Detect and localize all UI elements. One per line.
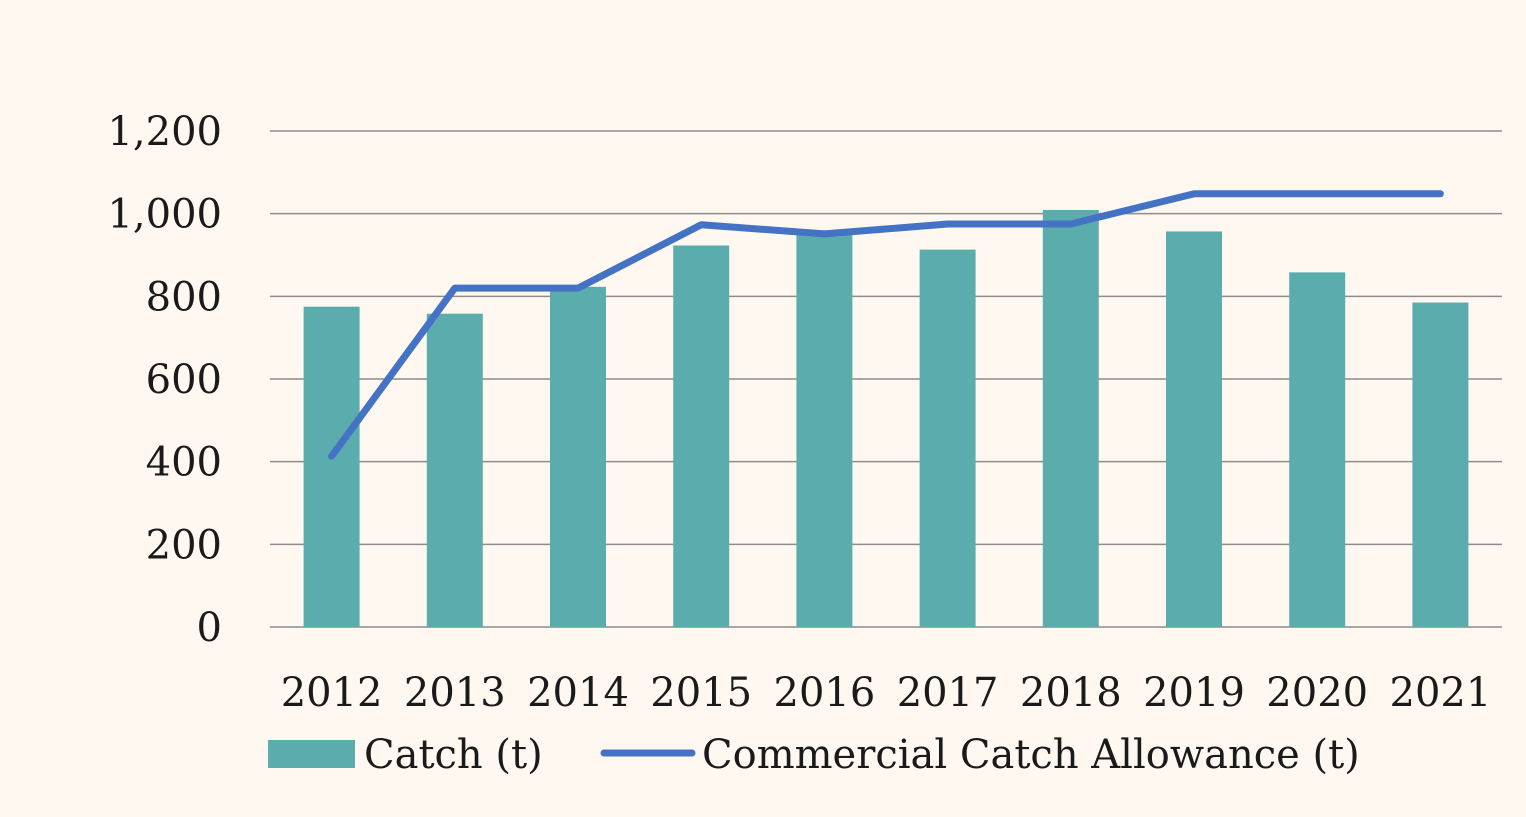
legend-label-allowance: Commercial Catch Allowance (t) <box>702 732 1360 778</box>
x-tick-label: 2014 <box>527 670 629 716</box>
x-tick-label: 2021 <box>1390 670 1492 716</box>
line-allowance <box>332 194 1441 457</box>
bar-catch <box>920 250 976 627</box>
legend-label-catch: Catch (t) <box>364 732 543 778</box>
x-tick-label: 2013 <box>404 670 506 716</box>
bar-catch <box>304 307 360 627</box>
bar-catch <box>1043 210 1099 627</box>
y-axis-ticks: 0 200 400 600 800 1,000 1,200 <box>107 109 222 651</box>
line-series-allowance <box>332 194 1441 457</box>
y-tick-label: 0 <box>197 605 222 651</box>
legend: Catch (t) Commercial Catch Allowance (t) <box>268 732 1360 778</box>
x-tick-label: 2017 <box>897 670 999 716</box>
y-tick-label: 1,000 <box>107 192 222 238</box>
legend-swatch-catch <box>268 740 355 768</box>
x-tick-label: 2020 <box>1266 670 1368 716</box>
bar-catch <box>427 314 483 627</box>
bar-catch <box>796 234 852 627</box>
x-axis-ticks: 2012 2013 2014 2015 2016 2017 2018 2019 2020 2021 <box>281 670 1492 716</box>
bar-catch <box>1289 272 1345 627</box>
x-tick-label: 2019 <box>1143 670 1245 716</box>
bar-catch <box>550 287 606 627</box>
y-tick-label: 800 <box>146 274 222 320</box>
bar-catch <box>1412 303 1468 627</box>
x-tick-label: 2015 <box>650 670 752 716</box>
y-tick-label: 200 <box>146 522 222 568</box>
bar-catch <box>673 245 729 627</box>
bars-catch <box>304 210 1469 627</box>
y-tick-label: 600 <box>146 357 222 403</box>
y-tick-label: 400 <box>146 440 222 486</box>
x-tick-label: 2012 <box>281 670 383 716</box>
x-tick-label: 2018 <box>1020 670 1122 716</box>
y-tick-label: 1,200 <box>107 109 222 155</box>
x-tick-label: 2016 <box>774 670 876 716</box>
bar-catch <box>1166 231 1222 627</box>
